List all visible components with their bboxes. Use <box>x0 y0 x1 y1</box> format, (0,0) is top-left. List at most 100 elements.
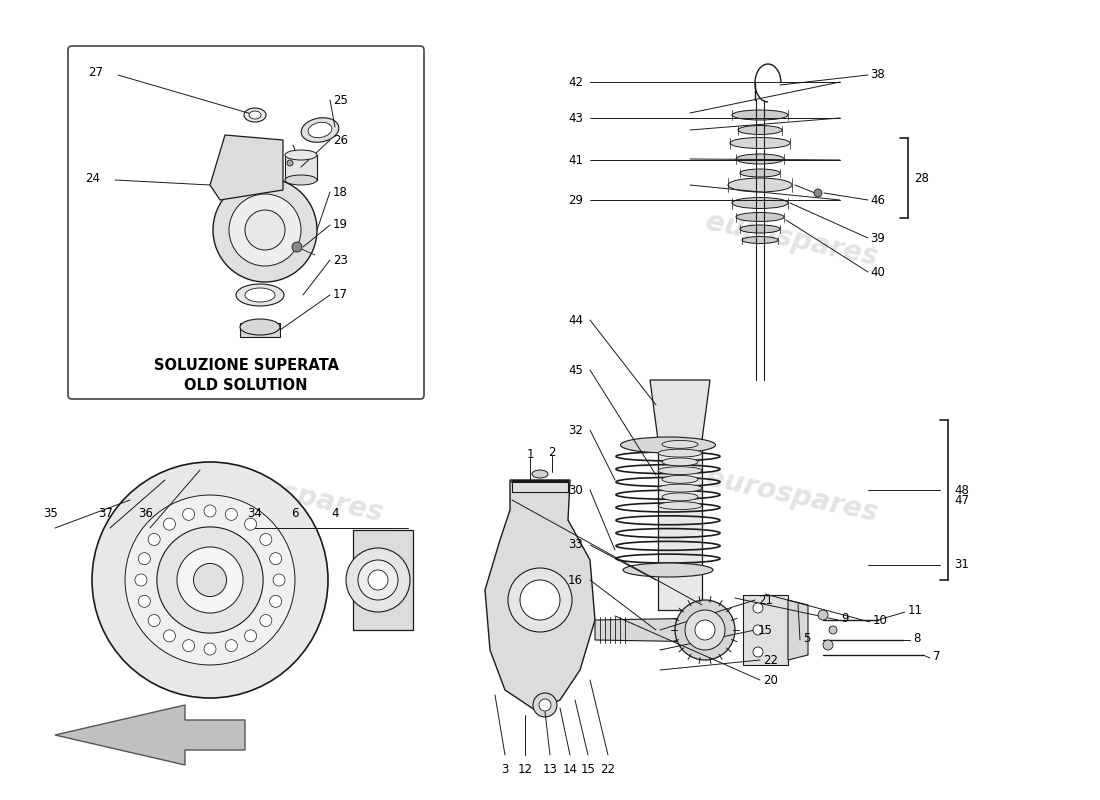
Ellipse shape <box>658 502 702 510</box>
Ellipse shape <box>740 225 780 233</box>
Text: 27: 27 <box>88 66 103 79</box>
Circle shape <box>164 518 175 530</box>
Circle shape <box>244 630 256 642</box>
Text: 42: 42 <box>568 75 583 89</box>
Text: 20: 20 <box>763 674 778 686</box>
Circle shape <box>823 640 833 650</box>
Circle shape <box>358 560 398 600</box>
Circle shape <box>194 563 227 597</box>
Circle shape <box>213 178 317 282</box>
Ellipse shape <box>244 108 266 122</box>
Text: 16: 16 <box>568 574 583 586</box>
Circle shape <box>508 568 572 632</box>
Text: 18: 18 <box>333 186 348 198</box>
Circle shape <box>346 548 410 612</box>
Text: 43: 43 <box>568 111 583 125</box>
Circle shape <box>754 625 763 635</box>
Text: 17: 17 <box>333 289 348 302</box>
Circle shape <box>260 534 272 546</box>
Ellipse shape <box>240 319 280 335</box>
Circle shape <box>292 242 302 252</box>
Ellipse shape <box>285 150 317 160</box>
Text: eurospares: eurospares <box>208 464 386 528</box>
Text: 19: 19 <box>333 218 348 231</box>
Text: 4: 4 <box>331 507 339 520</box>
Text: 22: 22 <box>601 763 616 776</box>
Polygon shape <box>353 530 412 630</box>
Text: 37: 37 <box>99 507 113 520</box>
Text: 3: 3 <box>502 763 508 776</box>
Circle shape <box>685 610 725 650</box>
Ellipse shape <box>623 563 713 577</box>
Circle shape <box>829 626 837 634</box>
Text: 9: 9 <box>842 611 848 625</box>
Ellipse shape <box>249 111 261 119</box>
Polygon shape <box>658 438 702 610</box>
Polygon shape <box>285 155 317 180</box>
Text: 22: 22 <box>763 654 778 666</box>
Text: 38: 38 <box>870 69 884 82</box>
Circle shape <box>270 595 282 607</box>
Ellipse shape <box>732 110 788 120</box>
Polygon shape <box>742 595 788 665</box>
Text: SOLUZIONE SUPERATA: SOLUZIONE SUPERATA <box>154 358 339 373</box>
Ellipse shape <box>736 154 784 164</box>
Ellipse shape <box>301 118 339 142</box>
Circle shape <box>183 640 195 652</box>
FancyBboxPatch shape <box>68 46 424 399</box>
Circle shape <box>148 534 161 546</box>
Polygon shape <box>240 323 280 337</box>
Text: 26: 26 <box>333 134 348 146</box>
Circle shape <box>226 508 238 520</box>
Text: 11: 11 <box>908 603 923 617</box>
Ellipse shape <box>662 475 698 483</box>
Circle shape <box>204 643 216 655</box>
Text: 1: 1 <box>526 449 534 462</box>
Circle shape <box>226 640 238 652</box>
Text: 15: 15 <box>758 623 773 637</box>
Circle shape <box>818 610 828 620</box>
Ellipse shape <box>620 437 715 453</box>
Text: 13: 13 <box>542 763 558 776</box>
Circle shape <box>183 508 195 520</box>
Text: 5: 5 <box>803 631 811 645</box>
Circle shape <box>92 462 328 698</box>
Text: 2: 2 <box>548 446 556 458</box>
Circle shape <box>244 518 256 530</box>
Ellipse shape <box>658 449 702 457</box>
Text: 28: 28 <box>914 171 928 185</box>
Circle shape <box>229 194 301 266</box>
Text: 44: 44 <box>568 314 583 326</box>
Text: 6: 6 <box>292 507 299 520</box>
Circle shape <box>148 614 161 626</box>
Polygon shape <box>650 380 710 440</box>
Ellipse shape <box>662 441 698 448</box>
Circle shape <box>814 189 822 197</box>
Circle shape <box>245 210 285 250</box>
Polygon shape <box>512 480 568 492</box>
Polygon shape <box>485 480 595 710</box>
Text: eurospares: eurospares <box>703 464 881 528</box>
Text: 15: 15 <box>581 763 595 776</box>
Ellipse shape <box>236 284 284 306</box>
Text: 8: 8 <box>913 631 921 645</box>
Text: 41: 41 <box>568 154 583 166</box>
Text: 29: 29 <box>568 194 583 206</box>
Ellipse shape <box>736 213 784 222</box>
Ellipse shape <box>742 237 778 243</box>
Ellipse shape <box>287 160 293 166</box>
Text: 12: 12 <box>517 763 532 776</box>
Ellipse shape <box>658 484 702 492</box>
Text: eurospares: eurospares <box>703 208 881 272</box>
Ellipse shape <box>308 122 332 138</box>
Circle shape <box>135 574 147 586</box>
Text: 24: 24 <box>85 171 100 185</box>
Circle shape <box>534 693 557 717</box>
Text: OLD SOLUTION: OLD SOLUTION <box>185 378 308 393</box>
Text: 35: 35 <box>44 507 58 520</box>
Ellipse shape <box>662 458 698 466</box>
Polygon shape <box>210 135 283 200</box>
Text: 23: 23 <box>333 254 348 266</box>
Text: 48: 48 <box>954 483 969 497</box>
Ellipse shape <box>732 198 788 209</box>
